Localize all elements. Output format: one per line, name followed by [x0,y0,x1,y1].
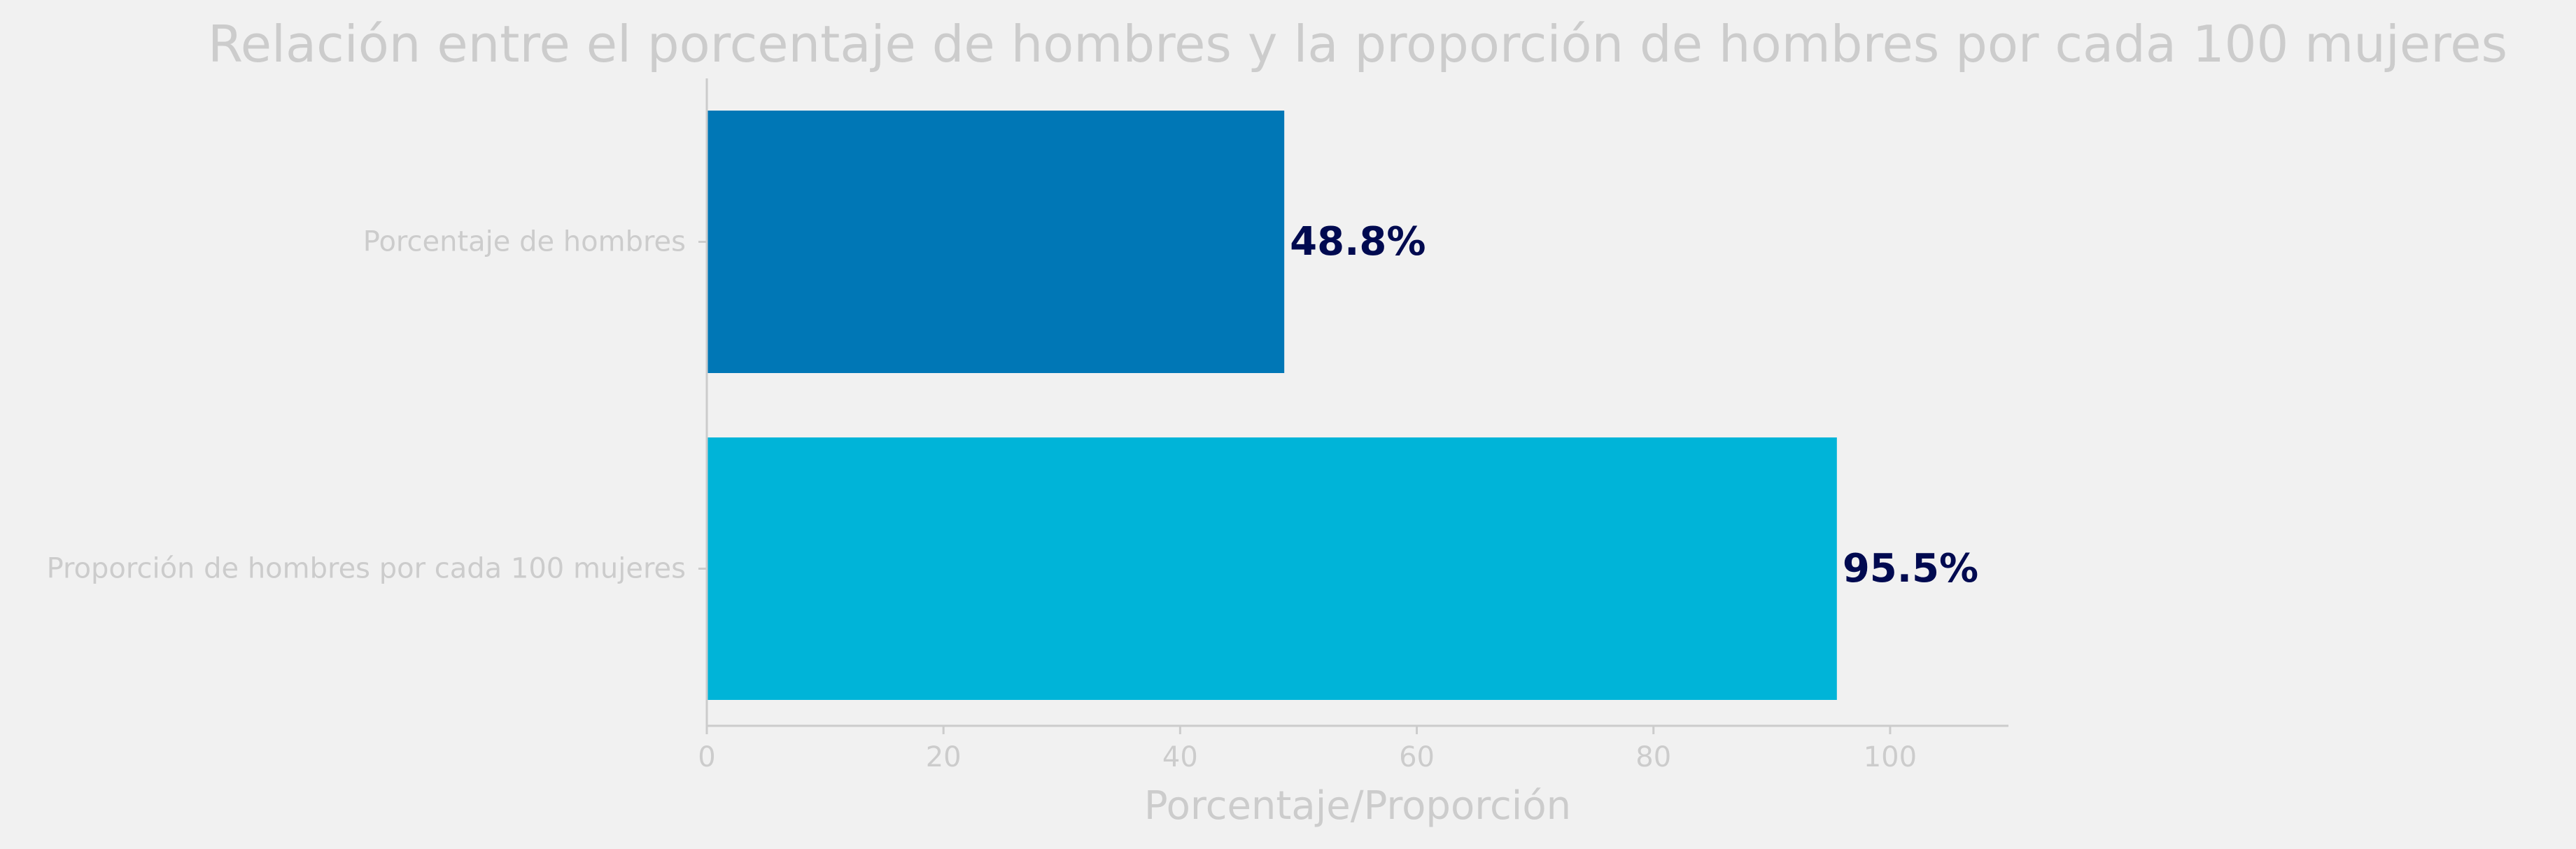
bar-1 [707,111,1285,373]
chart-title: Relación entre el porcentaje de hombres … [208,15,2507,73]
y-tick-label-2: Proporción de hombres por cada 100 mujer… [47,553,686,585]
plot-area: 48.8% 95.5% [707,111,1978,700]
x-tick-label-6: 100 [1864,741,1917,773]
bar-2 [707,437,1837,700]
x-axis-ticks: 0 20 40 60 80 100 [698,726,1917,773]
x-tick-label-1: 0 [698,741,715,773]
x-tick-label-2: 20 [926,741,962,773]
y-axis-ticks: Porcentaje de hombres Proporción de hombr… [47,226,707,585]
x-tick-label-4: 60 [1399,741,1435,773]
x-tick-label-3: 40 [1162,741,1198,773]
y-tick-label-1: Porcentaje de hombres [363,226,686,258]
x-tick-label-5: 80 [1635,741,1671,773]
bar-value-label-1: 48.8% [1290,219,1426,265]
x-axis-label: Porcentaje/Proporción [1144,783,1571,829]
bar-value-label-2: 95.5% [1843,546,1978,591]
